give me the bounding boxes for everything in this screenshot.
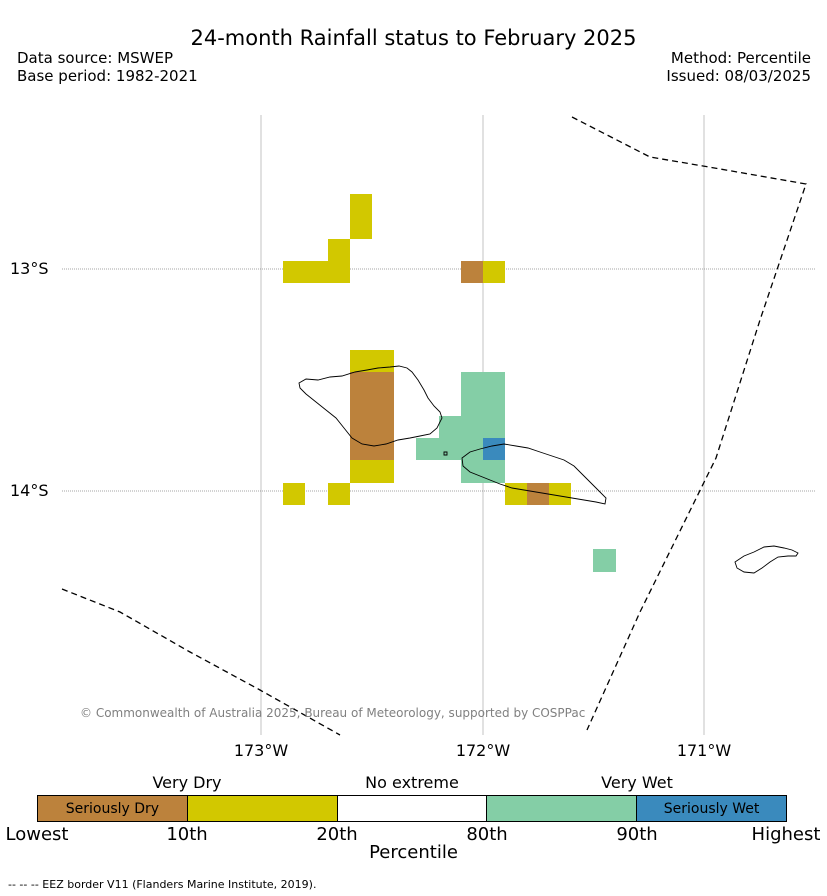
- issued-date-label: Issued: 08/03/2025: [666, 67, 811, 85]
- legend-tick-20th: 20th: [316, 824, 358, 845]
- rainfall-grid-cells: [283, 194, 616, 572]
- grid-cell-very-dry: [483, 261, 505, 283]
- grid-cell-seriously-dry: [461, 261, 483, 283]
- grid-cell-very-dry: [328, 239, 350, 261]
- upolu-island-outline: [461, 443, 607, 505]
- legend-segment-seriously-dry: Seriously Dry: [38, 796, 187, 821]
- legend-segment-very-wet: [486, 796, 637, 821]
- savaii-island-outline: [298, 365, 443, 447]
- base-period-label: Base period: 1982-2021: [17, 67, 198, 85]
- lon-label-171w: 171°W: [676, 741, 732, 760]
- legend-segment-no-extreme: [336, 796, 487, 821]
- manono-island-outline: [443, 451, 448, 456]
- copyright-notice: © Commonwealth of Australia 2025, Bureau…: [80, 706, 586, 720]
- legend-tick-10th: 10th: [166, 824, 208, 845]
- grid-cell-very-dry: [505, 483, 527, 505]
- tutuila-island-outline: [734, 545, 799, 574]
- eez-border-northeast: [571, 116, 807, 731]
- legend-tick-80th: 80th: [466, 824, 508, 845]
- map-title: 24-month Rainfall status to February 202…: [190, 26, 637, 50]
- legend-axis-label: Percentile: [369, 842, 458, 863]
- lat-label-13s: 13°S: [10, 259, 49, 278]
- method-label: Method: Percentile: [670, 49, 811, 67]
- grid-cell-very-wet: [461, 460, 505, 483]
- legend-tick-lowest: Lowest: [5, 824, 69, 845]
- legend-tick-highest: Highest: [751, 824, 821, 845]
- coastlines: [298, 365, 799, 574]
- legend-category-very-dry: Very Dry: [152, 773, 222, 792]
- legend-segment-very-dry: [186, 796, 337, 821]
- legend-category-no-extreme: No extreme: [365, 773, 459, 792]
- lon-label-173w: 173°W: [233, 741, 289, 760]
- grid-cell-very-dry: [328, 483, 350, 505]
- grid-cell-very-dry: [283, 261, 350, 283]
- eez-footnote: -- -- -- EEZ border V11 (Flanders Marine…: [8, 878, 317, 891]
- grid-cell-very-dry: [350, 460, 394, 483]
- eez-border-southwest: [61, 588, 341, 736]
- grid-cell-seriously-wet: [483, 438, 505, 460]
- grid-cell-very-dry: [283, 483, 305, 505]
- legend-tick-90th: 90th: [616, 824, 658, 845]
- data-source-label: Data source: MSWEP: [17, 49, 174, 67]
- legend-category-very-wet: Very Wet: [601, 773, 673, 792]
- grid-cell-very-wet: [593, 549, 616, 572]
- grid-cell-very-dry: [549, 483, 571, 505]
- grid-cell-very-wet: [439, 416, 505, 438]
- grid-cell-seriously-dry: [527, 483, 549, 505]
- grid-cell-seriously-dry: [350, 372, 394, 460]
- grid-cell-very-dry: [350, 194, 372, 239]
- legend-segment-seriously-wet: Seriously Wet: [636, 796, 786, 821]
- grid-cell-very-dry: [350, 350, 394, 372]
- rainfall-map: [61, 115, 815, 736]
- lon-label-172w: 172°W: [455, 741, 511, 760]
- eez-border: [61, 116, 807, 736]
- lat-label-14s: 14°S: [10, 481, 49, 500]
- percentile-legend-bar: Seriously Dry Seriously Wet: [37, 795, 787, 822]
- grid-cell-very-wet: [416, 438, 483, 460]
- grid-cell-very-wet: [461, 372, 505, 416]
